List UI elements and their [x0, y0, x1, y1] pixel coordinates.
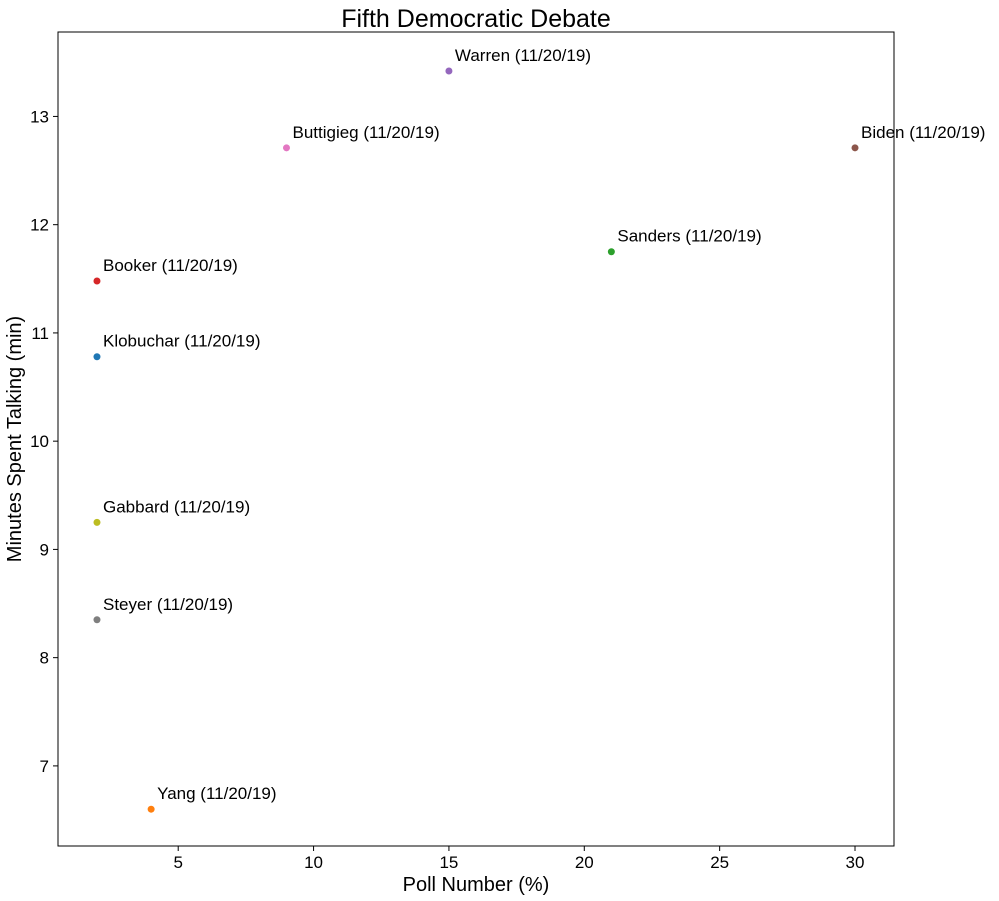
chart-title: Fifth Democratic Debate [341, 5, 611, 33]
x-tick-label: 25 [710, 853, 729, 872]
scatter-point [607, 248, 615, 256]
point-label: Yang (11/20/19) [157, 784, 276, 803]
scatter-point [147, 805, 155, 813]
point-label: Gabbard (11/20/19) [103, 497, 250, 516]
y-tick-label: 10 [30, 432, 49, 451]
y-axis: 7 8 9 10 11 12 13 [30, 107, 58, 776]
y-tick-label: 11 [31, 324, 49, 343]
plot-area [57, 31, 895, 847]
y-axis-label: Minutes Spent Talking (min) [4, 316, 26, 562]
point-label: Klobuchar (11/20/19) [103, 332, 261, 351]
point-label: Biden (11/20/19) [861, 123, 985, 142]
x-axis: 5 10 15 20 25 30 [173, 846, 864, 872]
x-tick-label: 30 [846, 853, 865, 872]
x-tick-label: 15 [439, 853, 458, 872]
scatter-point [93, 518, 101, 526]
scatter-point [851, 144, 859, 152]
x-tick-label: 5 [173, 853, 182, 872]
y-tick-label: 13 [30, 107, 49, 126]
x-tick-label: 20 [575, 853, 594, 872]
point-label: Steyer (11/20/19) [103, 595, 233, 614]
scatter-point [282, 144, 290, 152]
scatter-point [93, 277, 101, 285]
x-tick-label: 10 [304, 853, 323, 872]
x-axis-label: Poll Number (%) [403, 874, 550, 896]
point-label: Buttigieg (11/20/19) [292, 123, 439, 142]
y-tick-label: 8 [40, 649, 49, 668]
scatter-point [93, 353, 101, 361]
data-points: Warren (11/20/19) Buttigieg (11/20/19) Bid… [93, 46, 985, 813]
y-tick-label: 7 [40, 757, 49, 776]
point-label: Booker (11/20/19) [103, 256, 238, 275]
y-tick-label: 9 [40, 540, 49, 559]
y-tick-label: 12 [30, 216, 49, 235]
scatter-point [445, 67, 453, 75]
point-label: Warren (11/20/19) [455, 46, 591, 65]
scatter-point [93, 616, 101, 624]
point-label: Sanders (11/20/19) [617, 227, 761, 246]
